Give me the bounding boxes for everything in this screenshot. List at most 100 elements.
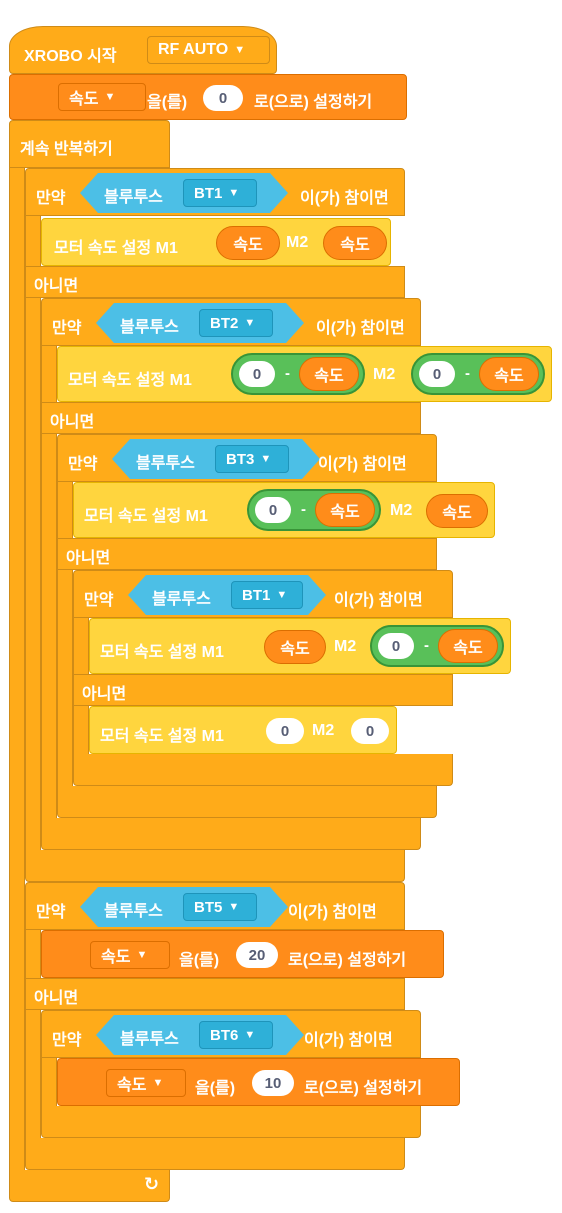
chevron-down-icon: ▼ (136, 949, 148, 961)
bluetooth-label: 블루투스 (120, 1031, 179, 1048)
variable-name: 속도 (101, 949, 131, 966)
if-label: 만약 (36, 190, 66, 207)
subtract-operator[interactable]: 0 - 속도 (247, 489, 381, 531)
if5-arm (25, 930, 41, 980)
bluetooth-condition[interactable]: 블루투스 BT1 ▼ (128, 575, 326, 615)
set-tail-label: 로(으로) 설정하기 (304, 1080, 423, 1097)
speed-reporter[interactable]: 속도 (299, 357, 359, 391)
button-value: BT6 (210, 1026, 239, 1044)
chevron-down-icon: ▼ (276, 589, 288, 601)
motor-label: 모터 속도 설정 M1 (100, 728, 224, 745)
if6-bottom (41, 1106, 421, 1138)
speed-reporter[interactable]: 속도 (216, 226, 280, 260)
zero-input[interactable]: 0 (239, 361, 275, 387)
if1-else-bar: 아니면 (25, 266, 405, 298)
value-input[interactable]: 0 (203, 85, 243, 111)
if2-else-bar: 아니면 (41, 402, 421, 434)
if5-else-bar: 아니면 (25, 978, 405, 1010)
bluetooth-button-dropdown[interactable]: BT2 ▼ (199, 309, 273, 337)
subtract-operator[interactable]: 0 - 속도 (370, 625, 504, 667)
if-else-block-3[interactable]: 만약 블루투스 BT3 ▼ 이(가) 참이면 (57, 434, 437, 482)
bluetooth-condition[interactable]: 블루투스 BT5 ▼ (80, 887, 288, 927)
set-tail-label: 로(으로) 설정하기 (288, 952, 407, 969)
speed-reporter[interactable]: 속도 (438, 629, 498, 663)
if-label: 만약 (52, 1032, 82, 1049)
chevron-down-icon: ▼ (228, 187, 240, 199)
bluetooth-button-dropdown[interactable]: BT5 ▼ (183, 893, 257, 921)
else-label: 아니면 (82, 686, 127, 703)
zero-input[interactable]: 0 (351, 718, 389, 744)
speed-reporter[interactable]: 속도 (315, 493, 375, 527)
subtract-operator[interactable]: 0 - 속도 (411, 353, 545, 395)
motor-speed-block[interactable]: 모터 속도 설정 M1 0 - 속도 M2 0 - 속도 (57, 346, 552, 402)
m2-label: M2 (390, 502, 413, 519)
if3-else-bar: 아니면 (57, 538, 437, 570)
if4-bottom (73, 754, 453, 786)
if2-bottom (41, 818, 421, 850)
variable-dropdown[interactable]: 속도 ▼ (90, 941, 170, 969)
value-input[interactable]: 20 (236, 942, 278, 968)
else-label: 아니면 (66, 550, 111, 567)
bluetooth-condition[interactable]: 블루투스 BT2 ▼ (96, 303, 304, 343)
rf-mode-value: RF AUTO (158, 41, 229, 58)
if5-arm-2 (25, 1010, 41, 1140)
if-else-block-1[interactable]: 만약 블루투스 BT1 ▼ 이(가) 참이면 (25, 168, 405, 216)
hat-title: XROBO 시작 (24, 48, 117, 65)
bluetooth-button-dropdown[interactable]: BT3 ▼ (215, 445, 289, 473)
set-variable-block[interactable]: 속도 ▼ 을(를) 10 로(으로) 설정하기 (57, 1058, 460, 1106)
variable-dropdown[interactable]: 속도 ▼ (106, 1069, 186, 1097)
if-label: 만약 (68, 456, 98, 473)
eul-label: 을(를) (179, 952, 220, 969)
if4-else-bar: 아니면 (73, 674, 453, 706)
if-block-6[interactable]: 만약 블루투스 BT6 ▼ 이(가) 참이면 (41, 1010, 421, 1058)
set-variable-block[interactable]: 속도 ▼ 을(를) 20 로(으로) 설정하기 (41, 930, 444, 978)
zero-input[interactable]: 0 (266, 718, 304, 744)
m2-label: M2 (312, 722, 335, 739)
chevron-down-icon: ▼ (152, 1077, 164, 1089)
subtract-operator[interactable]: 0 - 속도 (231, 353, 365, 395)
speed-reporter[interactable]: 속도 (323, 226, 387, 260)
if-else-block-4[interactable]: 만약 블루투스 BT1 ▼ 이(가) 참이면 (73, 570, 453, 618)
minus-sign: - (424, 637, 429, 654)
bluetooth-button-dropdown[interactable]: BT1 ▼ (231, 581, 303, 609)
rf-mode-dropdown[interactable]: RF AUTO ▼ (147, 36, 270, 64)
set-tail-label: 로(으로) 설정하기 (254, 94, 373, 111)
speed-reporter[interactable]: 속도 (264, 630, 326, 664)
zero-input[interactable]: 0 (378, 633, 414, 659)
if-else-block-5[interactable]: 만약 블루투스 BT5 ▼ 이(가) 참이면 (25, 882, 405, 930)
button-value: BT1 (194, 184, 223, 202)
value-input[interactable]: 10 (252, 1070, 294, 1096)
motor-speed-block[interactable]: 모터 속도 설정 M1 속도 M2 0 - 속도 (89, 618, 511, 674)
motor-speed-block[interactable]: 모터 속도 설정 M1 0 - 속도 M2 속도 (73, 482, 495, 538)
forever-block-bottom[interactable]: ↻ (9, 1170, 170, 1202)
loop-arrow-icon: ↻ (144, 1174, 160, 1194)
then-label: 이(가) 참이면 (300, 190, 389, 207)
motor-speed-block[interactable]: 모터 속도 설정 M1 속도 M2 속도 (41, 218, 391, 266)
bluetooth-condition[interactable]: 블루투스 BT3 ▼ (112, 439, 320, 479)
eul-label: 을(를) (195, 1080, 236, 1097)
bluetooth-condition[interactable]: 블루투스 BT1 ▼ (80, 173, 288, 213)
speed-reporter[interactable]: 속도 (426, 494, 488, 528)
button-value: BT3 (226, 450, 255, 468)
speed-reporter[interactable]: 속도 (479, 357, 539, 391)
bluetooth-label: 블루투스 (152, 591, 211, 608)
if-label: 만약 (84, 592, 114, 609)
zero-input[interactable]: 0 (419, 361, 455, 387)
if-else-block-2[interactable]: 만약 블루투스 BT2 ▼ 이(가) 참이면 (41, 298, 421, 346)
chevron-down-icon: ▼ (244, 1029, 256, 1041)
bluetooth-button-dropdown[interactable]: BT1 ▼ (183, 179, 257, 207)
forever-block-top[interactable]: 계속 반복하기 (9, 120, 170, 168)
bluetooth-condition[interactable]: 블루투스 BT6 ▼ (96, 1015, 304, 1055)
variable-dropdown[interactable]: 속도 ▼ (58, 83, 146, 111)
set-variable-block[interactable]: 속도 ▼ 을(를) 0 로(으로) 설정하기 (9, 74, 407, 120)
xrobo-start-hat-block[interactable]: XROBO 시작 RF AUTO ▼ (9, 26, 277, 74)
eul-label: 을(를) (147, 94, 188, 111)
motor-speed-block[interactable]: 모터 속도 설정 M1 0 M2 0 (89, 706, 397, 754)
chevron-down-icon: ▼ (260, 453, 272, 465)
then-label: 이(가) 참이면 (316, 320, 405, 337)
zero-input[interactable]: 0 (255, 497, 291, 523)
bluetooth-button-dropdown[interactable]: BT6 ▼ (199, 1021, 273, 1049)
if-label: 만약 (36, 904, 66, 921)
m2-label: M2 (286, 234, 309, 251)
m2-label: M2 (334, 638, 357, 655)
